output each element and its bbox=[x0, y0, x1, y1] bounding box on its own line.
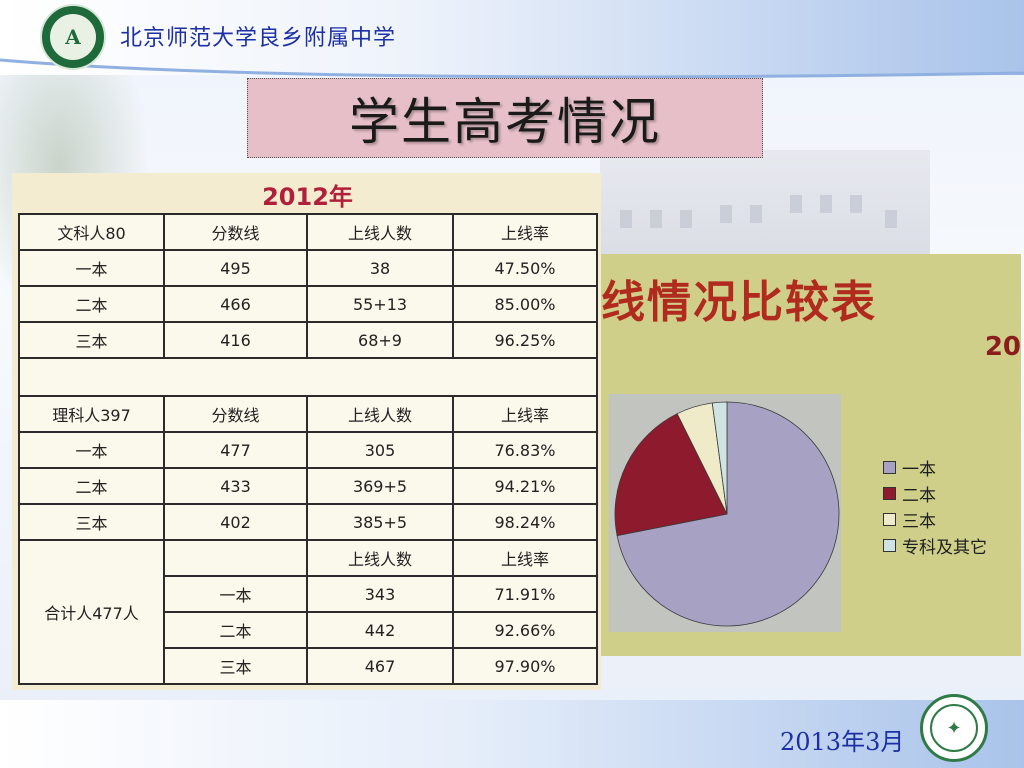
cutoff-cell: 477 bbox=[163, 431, 308, 469]
legend-item: 三本 bbox=[883, 506, 1013, 532]
cutoff-cell: 433 bbox=[163, 467, 308, 505]
pie-title: 线情况比较表 bbox=[601, 277, 877, 328]
group-label: 合计人477人 bbox=[18, 539, 165, 685]
empty-header-cell bbox=[163, 539, 308, 577]
tier-cell: 一本 bbox=[163, 575, 308, 613]
column-header: 上线率 bbox=[452, 539, 598, 577]
tier-cell: 三本 bbox=[18, 321, 165, 359]
header-band bbox=[0, 0, 1024, 75]
column-header: 上线人数 bbox=[306, 539, 454, 577]
count-cell: 38 bbox=[306, 249, 454, 287]
pie-legend: 一本 二本 三本 专科及其它 bbox=[883, 454, 1013, 558]
footer-band bbox=[0, 700, 1024, 768]
school-logo-emblem: A bbox=[50, 14, 96, 60]
legend-swatch bbox=[883, 460, 896, 474]
count-cell: 55+13 bbox=[306, 285, 454, 323]
pie-chart-photo: 线情况比较表 20 一本 二本 三本 专科及其它 bbox=[601, 254, 1021, 656]
table-row: 三本 402 385+5 98.24% bbox=[18, 503, 598, 541]
table-row: 三本 416 68+9 96.25% bbox=[18, 321, 598, 359]
rate-cell: 98.24% bbox=[452, 503, 598, 541]
school-logo: A bbox=[40, 4, 106, 70]
legend-swatch bbox=[883, 512, 896, 526]
school-name: 北京师范大学良乡附属中学 bbox=[120, 26, 397, 51]
header-curve bbox=[0, 58, 1024, 79]
spacer-cell bbox=[18, 357, 598, 397]
count-cell: 343 bbox=[306, 575, 454, 613]
footer-logo: ✦ bbox=[920, 694, 988, 762]
rate-cell: 96.25% bbox=[452, 321, 598, 359]
column-header: 上线率 bbox=[452, 395, 598, 433]
table-row: 一本 495 38 47.50% bbox=[18, 249, 598, 287]
table-row: 理科人397 分数线 上线人数 上线率 bbox=[18, 395, 598, 433]
table-spacer-row bbox=[18, 357, 598, 397]
column-header: 上线率 bbox=[452, 213, 598, 251]
table-row: 二本 466 55+13 85.00% bbox=[18, 285, 598, 323]
cutoff-cell: 495 bbox=[163, 249, 308, 287]
tier-cell: 二本 bbox=[18, 285, 165, 323]
pie-slice-4 bbox=[711, 401, 728, 515]
pie-slice-1 bbox=[616, 401, 840, 627]
pie-year: 20 bbox=[984, 332, 1021, 362]
group-label: 文科人80 bbox=[18, 213, 165, 251]
rate-cell: 76.83% bbox=[452, 431, 598, 469]
table-row: 合计人477人 上线人数 上线率 bbox=[18, 539, 598, 685]
legend-label: 三本 bbox=[902, 511, 936, 532]
rate-cell: 47.50% bbox=[452, 249, 598, 287]
cutoff-cell: 402 bbox=[163, 503, 308, 541]
count-cell: 305 bbox=[306, 431, 454, 469]
footer-logo-emblem: ✦ bbox=[930, 704, 978, 752]
score-table-photo: 2012年 文科人80 分数线 上线人数 上线率 一本 495 38 47.50… bbox=[12, 173, 601, 690]
legend-item: 二本 bbox=[883, 480, 1013, 506]
cutoff-cell: 416 bbox=[163, 321, 308, 359]
tier-cell: 二本 bbox=[163, 611, 308, 649]
count-cell: 467 bbox=[306, 647, 454, 685]
rate-cell: 71.91% bbox=[452, 575, 598, 613]
tier-cell: 二本 bbox=[18, 467, 165, 505]
legend-swatch bbox=[883, 538, 896, 552]
rate-cell: 97.90% bbox=[452, 647, 598, 685]
column-header: 上线人数 bbox=[306, 213, 454, 251]
rate-cell: 92.66% bbox=[452, 611, 598, 649]
table-row: 三本 467 97.90% bbox=[19, 647, 598, 685]
tier-cell: 一本 bbox=[18, 431, 165, 469]
group-label: 理科人397 bbox=[18, 395, 165, 433]
column-header: 上线人数 bbox=[306, 395, 454, 433]
table-year: 2012年 bbox=[262, 183, 353, 211]
legend-item: 专科及其它 bbox=[883, 532, 1013, 558]
column-header: 分数线 bbox=[163, 213, 308, 251]
cutoff-cell: 466 bbox=[163, 285, 308, 323]
legend-swatch bbox=[883, 486, 896, 500]
table-row: 一本 343 71.91% bbox=[19, 575, 598, 613]
pie-chart bbox=[614, 401, 840, 627]
slide-title-box: 学生高考情况 bbox=[247, 78, 763, 158]
table-row: 文科人80 分数线 上线人数 上线率 bbox=[18, 213, 598, 251]
tier-cell: 一本 bbox=[18, 249, 165, 287]
count-cell: 385+5 bbox=[306, 503, 454, 541]
legend-label: 专科及其它 bbox=[902, 537, 987, 558]
slide-title: 学生高考情况 bbox=[349, 93, 661, 151]
legend-label: 二本 bbox=[902, 485, 936, 506]
rate-cell: 94.21% bbox=[452, 467, 598, 505]
count-cell: 442 bbox=[306, 611, 454, 649]
count-cell: 369+5 bbox=[306, 467, 454, 505]
pie-slice-2 bbox=[614, 413, 728, 537]
footer-date: 2013年3月 bbox=[780, 728, 905, 756]
table-row: 二本 442 92.66% bbox=[19, 611, 598, 649]
legend-item: 一本 bbox=[883, 454, 1013, 480]
count-cell: 68+9 bbox=[306, 321, 454, 359]
table-row: 一本 477 305 76.83% bbox=[18, 431, 598, 469]
pie-frame bbox=[609, 394, 841, 632]
score-table: 文科人80 分数线 上线人数 上线率 一本 495 38 47.50% 二本 4… bbox=[18, 213, 598, 685]
tier-cell: 三本 bbox=[163, 647, 308, 685]
background-building bbox=[600, 150, 930, 260]
tier-cell: 三本 bbox=[18, 503, 165, 541]
legend-label: 一本 bbox=[902, 459, 936, 480]
column-header: 分数线 bbox=[163, 395, 308, 433]
table-row: 二本 433 369+5 94.21% bbox=[18, 467, 598, 505]
rate-cell: 85.00% bbox=[452, 285, 598, 323]
